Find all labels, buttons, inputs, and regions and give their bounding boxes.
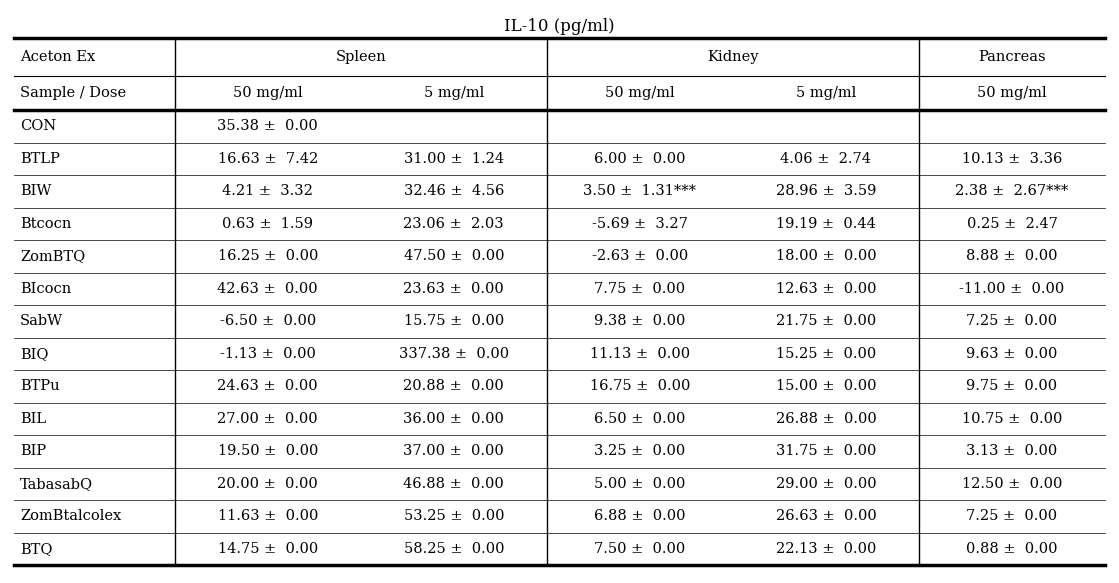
Text: 337.38 ±  0.00: 337.38 ± 0.00 bbox=[398, 347, 509, 361]
Text: 16.63 ±  7.42: 16.63 ± 7.42 bbox=[217, 152, 318, 166]
Text: Spleen: Spleen bbox=[336, 50, 386, 64]
Text: BIcocn: BIcocn bbox=[20, 282, 72, 296]
Text: 32.46 ±  4.56: 32.46 ± 4.56 bbox=[404, 184, 504, 198]
Text: BIQ: BIQ bbox=[20, 347, 48, 361]
Text: 19.19 ±  0.44: 19.19 ± 0.44 bbox=[775, 217, 876, 231]
Text: 2.38 ±  2.67***: 2.38 ± 2.67*** bbox=[956, 184, 1069, 198]
Text: 0.63 ±  1.59: 0.63 ± 1.59 bbox=[223, 217, 313, 231]
Text: 16.25 ±  0.00: 16.25 ± 0.00 bbox=[217, 250, 318, 264]
Text: 46.88 ±  0.00: 46.88 ± 0.00 bbox=[404, 477, 505, 491]
Text: ZomBTQ: ZomBTQ bbox=[20, 250, 85, 264]
Text: Kidney: Kidney bbox=[707, 50, 759, 64]
Text: 23.06 ±  2.03: 23.06 ± 2.03 bbox=[404, 217, 504, 231]
Text: 5 mg/ml: 5 mg/ml bbox=[796, 86, 856, 100]
Text: IL-10 (pg/ml): IL-10 (pg/ml) bbox=[505, 18, 614, 35]
Text: -5.69 ±  3.27: -5.69 ± 3.27 bbox=[592, 217, 688, 231]
Text: 3.13 ±  0.00: 3.13 ± 0.00 bbox=[967, 444, 1057, 458]
Text: 29.00 ±  0.00: 29.00 ± 0.00 bbox=[775, 477, 876, 491]
Text: 35.38 ±  0.00: 35.38 ± 0.00 bbox=[217, 120, 318, 134]
Text: 7.75 ±  0.00: 7.75 ± 0.00 bbox=[594, 282, 686, 296]
Text: 11.63 ±  0.00: 11.63 ± 0.00 bbox=[217, 509, 318, 524]
Text: 3.25 ±  0.00: 3.25 ± 0.00 bbox=[594, 444, 686, 458]
Text: 4.21 ±  3.32: 4.21 ± 3.32 bbox=[223, 184, 313, 198]
Text: SabW: SabW bbox=[20, 314, 63, 328]
Text: CON: CON bbox=[20, 120, 56, 134]
Text: -6.50 ±  0.00: -6.50 ± 0.00 bbox=[219, 314, 316, 328]
Text: Btcocn: Btcocn bbox=[20, 217, 72, 231]
Text: 24.63 ±  0.00: 24.63 ± 0.00 bbox=[217, 380, 318, 394]
Text: Pancreas: Pancreas bbox=[978, 50, 1046, 64]
Text: 6.00 ±  0.00: 6.00 ± 0.00 bbox=[594, 152, 686, 166]
Text: BIL: BIL bbox=[20, 412, 46, 426]
Text: 20.88 ±  0.00: 20.88 ± 0.00 bbox=[404, 380, 505, 394]
Text: 50 mg/ml: 50 mg/ml bbox=[977, 86, 1046, 100]
Text: 47.50 ±  0.00: 47.50 ± 0.00 bbox=[404, 250, 504, 264]
Text: 19.50 ±  0.00: 19.50 ± 0.00 bbox=[217, 444, 318, 458]
Text: 15.00 ±  0.00: 15.00 ± 0.00 bbox=[775, 380, 876, 394]
Text: 10.75 ±  0.00: 10.75 ± 0.00 bbox=[962, 412, 1062, 426]
Text: 26.63 ±  0.00: 26.63 ± 0.00 bbox=[775, 509, 876, 524]
Text: 12.63 ±  0.00: 12.63 ± 0.00 bbox=[775, 282, 876, 296]
Text: 18.00 ±  0.00: 18.00 ± 0.00 bbox=[775, 250, 876, 264]
Text: 42.63 ±  0.00: 42.63 ± 0.00 bbox=[217, 282, 318, 296]
Text: BTLP: BTLP bbox=[20, 152, 60, 166]
Text: 12.50 ±  0.00: 12.50 ± 0.00 bbox=[962, 477, 1062, 491]
Text: -11.00 ±  0.00: -11.00 ± 0.00 bbox=[959, 282, 1064, 296]
Text: Sample / Dose: Sample / Dose bbox=[20, 86, 126, 100]
Text: 58.25 ±  0.00: 58.25 ± 0.00 bbox=[404, 542, 504, 556]
Text: -1.13 ±  0.00: -1.13 ± 0.00 bbox=[219, 347, 316, 361]
Text: 53.25 ±  0.00: 53.25 ± 0.00 bbox=[404, 509, 504, 524]
Text: 0.25 ±  2.47: 0.25 ± 2.47 bbox=[967, 217, 1057, 231]
Text: TabasabQ: TabasabQ bbox=[20, 477, 93, 491]
Text: 10.13 ±  3.36: 10.13 ± 3.36 bbox=[962, 152, 1062, 166]
Text: 5 mg/ml: 5 mg/ml bbox=[424, 86, 483, 100]
Text: 14.75 ±  0.00: 14.75 ± 0.00 bbox=[217, 542, 318, 556]
Text: 23.63 ±  0.00: 23.63 ± 0.00 bbox=[404, 282, 505, 296]
Text: Aceton Ex: Aceton Ex bbox=[20, 50, 95, 64]
Text: 9.63 ±  0.00: 9.63 ± 0.00 bbox=[967, 347, 1057, 361]
Text: 15.25 ±  0.00: 15.25 ± 0.00 bbox=[775, 347, 876, 361]
Text: 15.75 ±  0.00: 15.75 ± 0.00 bbox=[404, 314, 504, 328]
Text: 26.88 ±  0.00: 26.88 ± 0.00 bbox=[775, 412, 876, 426]
Text: 31.75 ±  0.00: 31.75 ± 0.00 bbox=[775, 444, 876, 458]
Text: 7.50 ±  0.00: 7.50 ± 0.00 bbox=[594, 542, 686, 556]
Text: 6.50 ±  0.00: 6.50 ± 0.00 bbox=[594, 412, 686, 426]
Text: BTPu: BTPu bbox=[20, 380, 59, 394]
Text: -2.63 ±  0.00: -2.63 ± 0.00 bbox=[592, 250, 688, 264]
Text: 8.88 ±  0.00: 8.88 ± 0.00 bbox=[966, 250, 1057, 264]
Text: 5.00 ±  0.00: 5.00 ± 0.00 bbox=[594, 477, 686, 491]
Text: 16.75 ±  0.00: 16.75 ± 0.00 bbox=[590, 380, 690, 394]
Text: 20.00 ±  0.00: 20.00 ± 0.00 bbox=[217, 477, 318, 491]
Text: 9.38 ±  0.00: 9.38 ± 0.00 bbox=[594, 314, 686, 328]
Text: 7.25 ±  0.00: 7.25 ± 0.00 bbox=[967, 314, 1057, 328]
Text: BIP: BIP bbox=[20, 444, 46, 458]
Text: 31.00 ±  1.24: 31.00 ± 1.24 bbox=[404, 152, 504, 166]
Text: 50 mg/ml: 50 mg/ml bbox=[605, 86, 675, 100]
Text: 6.88 ±  0.00: 6.88 ± 0.00 bbox=[594, 509, 686, 524]
Text: 28.96 ±  3.59: 28.96 ± 3.59 bbox=[775, 184, 876, 198]
Text: 7.25 ±  0.00: 7.25 ± 0.00 bbox=[967, 509, 1057, 524]
Text: 3.50 ±  1.31***: 3.50 ± 1.31*** bbox=[583, 184, 696, 198]
Text: 9.75 ±  0.00: 9.75 ± 0.00 bbox=[967, 380, 1057, 394]
Text: BIW: BIW bbox=[20, 184, 51, 198]
Text: 37.00 ±  0.00: 37.00 ± 0.00 bbox=[404, 444, 505, 458]
Text: 36.00 ±  0.00: 36.00 ± 0.00 bbox=[403, 412, 505, 426]
Text: 11.13 ±  0.00: 11.13 ± 0.00 bbox=[590, 347, 690, 361]
Text: ZomBtalcolex: ZomBtalcolex bbox=[20, 509, 121, 524]
Text: 50 mg/ml: 50 mg/ml bbox=[233, 86, 302, 100]
Text: 27.00 ±  0.00: 27.00 ± 0.00 bbox=[217, 412, 318, 426]
Text: 21.75 ±  0.00: 21.75 ± 0.00 bbox=[775, 314, 876, 328]
Text: 4.06 ±  2.74: 4.06 ± 2.74 bbox=[780, 152, 872, 166]
Text: BTQ: BTQ bbox=[20, 542, 53, 556]
Text: 0.88 ±  0.00: 0.88 ± 0.00 bbox=[966, 542, 1057, 556]
Text: 22.13 ±  0.00: 22.13 ± 0.00 bbox=[775, 542, 876, 556]
